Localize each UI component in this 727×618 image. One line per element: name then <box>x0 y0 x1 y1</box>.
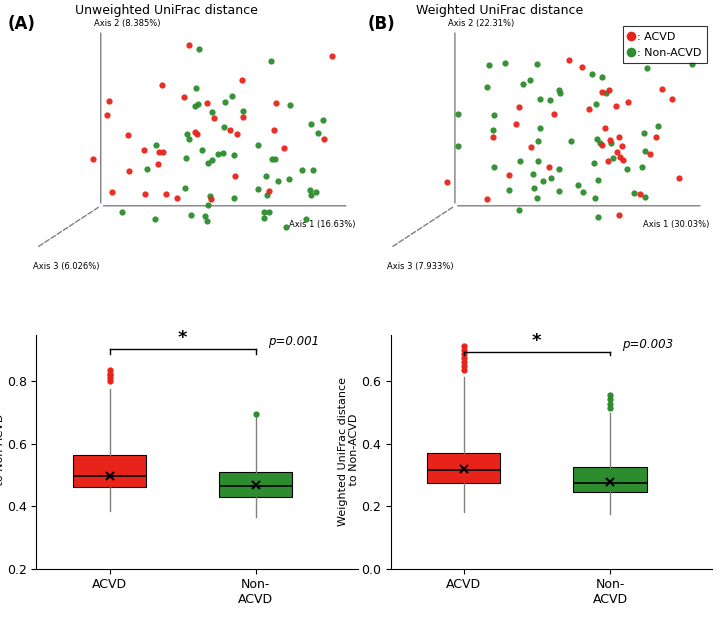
Text: Axis 2 (22.31%): Axis 2 (22.31%) <box>449 19 515 28</box>
Y-axis label: Unweighted UniFrac distance
 to Non-ACVD: Unweighted UniFrac distance to Non-ACVD <box>0 370 5 533</box>
PathPatch shape <box>427 453 500 483</box>
Text: Axis 2 (8.385%): Axis 2 (8.385%) <box>95 19 161 28</box>
Text: (A): (A) <box>7 15 35 33</box>
Text: p=0.003: p=0.003 <box>622 339 673 352</box>
Y-axis label: Weighted UniFrac distance
 to Non-ACVD: Weighted UniFrac distance to Non-ACVD <box>338 377 359 526</box>
Text: Axis 3 (6.026%): Axis 3 (6.026%) <box>33 262 100 271</box>
Text: Unweighted UniFrac distance: Unweighted UniFrac distance <box>75 4 258 17</box>
Text: Axis 1 (16.63%): Axis 1 (16.63%) <box>289 220 355 229</box>
Text: p=0.001: p=0.001 <box>268 335 318 348</box>
Text: *: * <box>532 332 542 350</box>
PathPatch shape <box>220 472 292 497</box>
Text: Axis 3 (7.933%): Axis 3 (7.933%) <box>387 262 454 271</box>
Text: (B): (B) <box>367 15 395 33</box>
Text: *: * <box>178 329 188 347</box>
PathPatch shape <box>73 455 146 488</box>
Text: Weighted UniFrac distance: Weighted UniFrac distance <box>417 4 584 17</box>
PathPatch shape <box>574 467 646 492</box>
Text: Axis 1 (30.03%): Axis 1 (30.03%) <box>643 220 710 229</box>
Legend: : ACVD, : Non-ACVD: : ACVD, : Non-ACVD <box>622 27 707 63</box>
